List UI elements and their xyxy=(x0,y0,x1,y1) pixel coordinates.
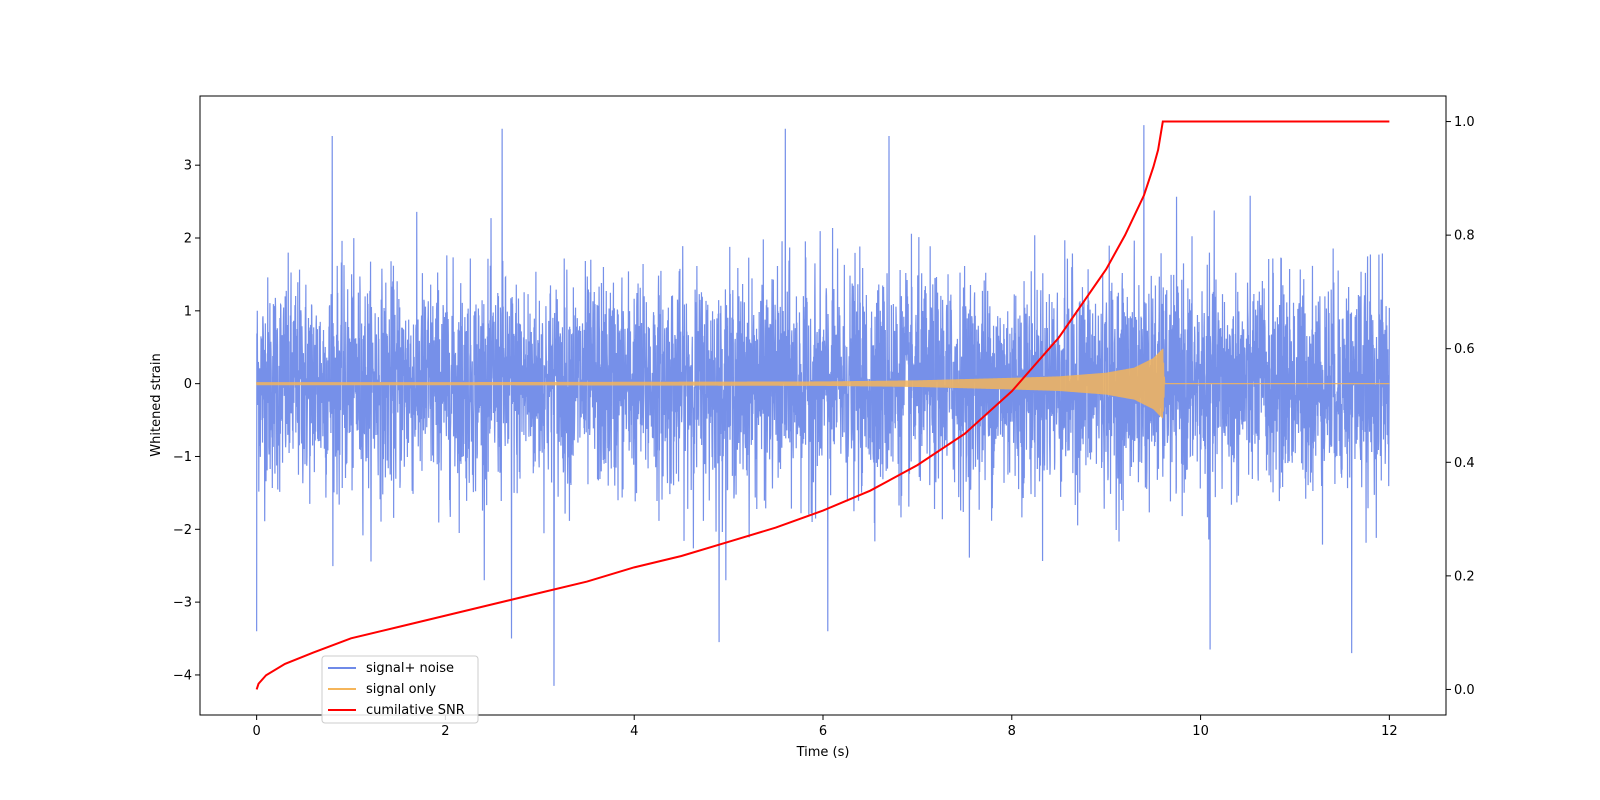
x-tick-label: 0 xyxy=(252,724,260,739)
x-tick-label: 10 xyxy=(1192,724,1209,739)
x-tick-label: 2 xyxy=(441,724,449,739)
y2-tick-label: 0.8 xyxy=(1454,229,1475,244)
y-tick-label: 0 xyxy=(184,377,192,392)
y2-tick-label: 0.4 xyxy=(1454,456,1475,471)
y-axis-label: Whitened strain xyxy=(149,353,164,456)
signal-noise-line xyxy=(256,125,1390,686)
x-tick-label: 4 xyxy=(630,724,638,739)
y-tick-label: 2 xyxy=(184,232,192,247)
x-axis: 0 2 4 6 8 10 12 xyxy=(252,715,1398,739)
cumulative-snr-series xyxy=(255,120,1390,690)
y-tick-label: 3 xyxy=(184,159,192,174)
y-axis-right: 0.0 0.2 0.4 0.6 0.8 1.0 xyxy=(1446,115,1475,698)
y2-tick-label: 0.2 xyxy=(1454,569,1475,584)
y-axis-left: −4 −3 −2 −1 0 1 2 3 xyxy=(173,159,200,683)
y-tick-label: 1 xyxy=(184,304,192,319)
legend-label-signal-only: signal only xyxy=(366,682,436,697)
y-tick-label: −1 xyxy=(173,450,192,465)
legend-label-signal-noise: signal+ noise xyxy=(366,661,454,676)
y2-tick-label: 1.0 xyxy=(1454,115,1475,130)
x-axis-label: Time (s) xyxy=(796,745,850,760)
x-tick-label: 12 xyxy=(1381,724,1398,739)
x-tick-label: 6 xyxy=(819,724,827,739)
y-tick-label: −4 xyxy=(173,668,192,683)
legend-label-cumulative-snr: cumilative SNR xyxy=(366,703,465,718)
legend-box xyxy=(321,655,479,724)
cumulative-snr-line xyxy=(255,120,1390,690)
y2-tick-label: 0.6 xyxy=(1454,342,1475,357)
signal-only-series xyxy=(256,348,1390,419)
y2-tick-label: 0.0 xyxy=(1454,683,1475,698)
legend: signal+ noise signal only cumilative SNR xyxy=(321,655,479,724)
signal-only-line xyxy=(256,348,1390,419)
x-tick-label: 8 xyxy=(1008,724,1016,739)
signal-noise-series xyxy=(256,125,1390,686)
y-tick-label: −3 xyxy=(173,596,192,611)
y-tick-label: −2 xyxy=(173,523,192,538)
